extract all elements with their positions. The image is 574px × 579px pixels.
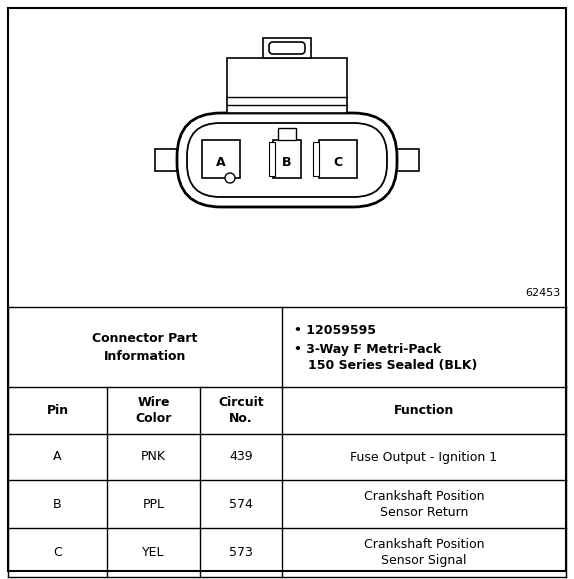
Text: • 12059595: • 12059595: [294, 324, 376, 338]
Text: Connector Part
Information: Connector Part Information: [92, 332, 197, 362]
Bar: [263, 38, 311, 58]
Bar: [278, 128, 296, 140]
Text: Pin: Pin: [46, 404, 68, 417]
Text: Circuit
No.: Circuit No.: [218, 396, 264, 425]
Bar: [313, 142, 319, 176]
Text: C: C: [333, 156, 343, 168]
Text: A: A: [216, 156, 226, 168]
Bar: [392, 149, 419, 171]
Text: PPL: PPL: [142, 497, 165, 511]
Text: YEL: YEL: [142, 546, 165, 559]
Text: 573: 573: [229, 546, 253, 559]
Text: PNK: PNK: [141, 450, 166, 464]
Text: Crankshaft Position
Sensor Return: Crankshaft Position Sensor Return: [364, 489, 484, 519]
Bar: [269, 142, 275, 176]
Bar: [155, 149, 182, 171]
Text: Wire
Color: Wire Color: [135, 396, 172, 425]
FancyBboxPatch shape: [269, 42, 305, 54]
Bar: [273, 140, 301, 178]
FancyBboxPatch shape: [187, 123, 387, 197]
Text: Crankshaft Position
Sensor Signal: Crankshaft Position Sensor Signal: [364, 538, 484, 567]
Circle shape: [225, 173, 235, 183]
Text: C: C: [53, 546, 62, 559]
Text: 574: 574: [229, 497, 253, 511]
Text: A: A: [53, 450, 62, 464]
Text: B: B: [282, 156, 292, 168]
Text: 439: 439: [229, 450, 253, 464]
Text: • 3-Way F Metri-Pack: • 3-Way F Metri-Pack: [294, 343, 441, 357]
Text: Fuse Output - Ignition 1: Fuse Output - Ignition 1: [351, 450, 498, 464]
Text: 62453: 62453: [525, 288, 560, 298]
Bar: [202, 140, 240, 178]
Text: 150 Series Sealed (BLK): 150 Series Sealed (BLK): [308, 358, 478, 372]
FancyBboxPatch shape: [177, 113, 397, 207]
Text: Function: Function: [394, 404, 454, 417]
Bar: [319, 140, 357, 178]
Text: B: B: [53, 497, 62, 511]
Bar: [227, 58, 347, 113]
